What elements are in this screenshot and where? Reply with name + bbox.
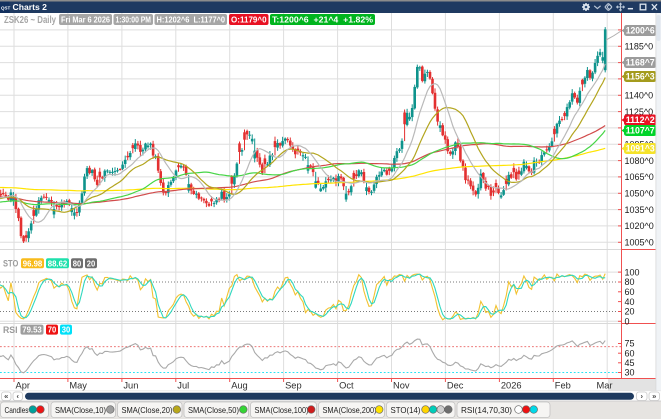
svg-text:88.62: 88.62 — [48, 258, 68, 268]
svg-text:Mar: Mar — [597, 381, 613, 391]
svg-text:0: 0 — [625, 317, 630, 327]
svg-text:1168^7: 1168^7 — [626, 58, 655, 68]
svg-text:STO(14): STO(14) — [391, 405, 421, 415]
svg-text:60: 60 — [625, 348, 635, 358]
svg-text:20: 20 — [87, 258, 96, 268]
svg-text:1091^3: 1091^3 — [626, 144, 655, 154]
svg-text:Jun: Jun — [123, 381, 138, 391]
svg-text:1200^6: 1200^6 — [626, 26, 655, 36]
svg-text:Candles: Candles — [5, 405, 29, 415]
svg-text:1140^0: 1140^0 — [625, 91, 654, 101]
svg-text:›: › — [641, 392, 644, 401]
svg-text:SMA(Close,10): SMA(Close,10) — [55, 405, 106, 415]
svg-text:‹: ‹ — [17, 392, 20, 401]
svg-text:Oct: Oct — [339, 381, 354, 391]
svg-text:SMA(Close,200): SMA(Close,200) — [323, 405, 377, 415]
svg-text:45: 45 — [625, 358, 635, 368]
svg-text:2026: 2026 — [501, 381, 522, 391]
svg-text:100: 100 — [625, 267, 640, 277]
svg-text:O:1179^0: O:1179^0 — [231, 14, 267, 24]
svg-text:Feb: Feb — [555, 381, 571, 391]
svg-text:1107^7: 1107^7 — [626, 126, 655, 136]
svg-text:1035^0: 1035^0 — [625, 205, 654, 215]
svg-text:ZSK26 ~ Daily: ZSK26 ~ Daily — [4, 15, 56, 26]
svg-text:79.53: 79.53 — [22, 325, 42, 335]
svg-text:Charts 2: Charts 2 — [13, 2, 48, 12]
svg-text:SMA(Close,50): SMA(Close,50) — [188, 405, 239, 415]
svg-text:STO: STO — [3, 259, 18, 270]
svg-text:40: 40 — [625, 297, 635, 307]
svg-text:Apr: Apr — [16, 381, 30, 391]
svg-text:75: 75 — [625, 339, 635, 349]
svg-text:20: 20 — [625, 307, 635, 317]
svg-text:1125^0: 1125^0 — [625, 107, 654, 117]
svg-text:RSI: RSI — [3, 325, 18, 336]
svg-text:Aug: Aug — [231, 381, 248, 391]
svg-text:SMA(Close,100): SMA(Close,100) — [255, 405, 309, 415]
svg-text:1:30:00 PM: 1:30:00 PM — [115, 14, 151, 24]
svg-text:Sep: Sep — [285, 381, 302, 391]
svg-text:1005^0: 1005^0 — [625, 238, 654, 248]
svg-text:96.98: 96.98 — [23, 258, 43, 268]
svg-text:1156^3: 1156^3 — [626, 72, 655, 82]
svg-text:1185^0: 1185^0 — [625, 42, 654, 52]
svg-text:Dec: Dec — [447, 381, 464, 391]
svg-text:T:1200^6 +21^4 +1.82%: T:1200^6 +21^4 +1.82% — [272, 14, 373, 24]
svg-text:30: 30 — [625, 368, 635, 378]
svg-text:Jul: Jul — [177, 381, 189, 391]
svg-text:1020^0: 1020^0 — [625, 221, 654, 231]
svg-text:1050^0: 1050^0 — [625, 189, 654, 199]
svg-text:May: May — [69, 381, 87, 391]
svg-text:Fri Mar 6 2026: Fri Mar 6 2026 — [61, 14, 110, 24]
svg-text:H:1202^6 L:1177^0: H:1202^6 L:1177^0 — [157, 14, 226, 24]
svg-text:30: 30 — [62, 325, 71, 335]
svg-text:80: 80 — [625, 277, 635, 287]
svg-text:QST: QST — [1, 6, 11, 11]
svg-text:«: « — [4, 392, 8, 401]
svg-text:SMA(Close,20): SMA(Close,20) — [122, 405, 173, 415]
svg-text:80: 80 — [73, 258, 82, 268]
svg-text:RSI(14,70,30): RSI(14,70,30) — [461, 405, 512, 415]
svg-text:»: » — [652, 392, 656, 401]
svg-text:1065^0: 1065^0 — [625, 172, 654, 182]
svg-text:1080^0: 1080^0 — [625, 156, 654, 166]
svg-text:Nov: Nov — [393, 381, 410, 391]
svg-text:70: 70 — [48, 325, 57, 335]
svg-text:1112^2: 1112^2 — [626, 115, 655, 125]
svg-text:60: 60 — [625, 287, 635, 297]
